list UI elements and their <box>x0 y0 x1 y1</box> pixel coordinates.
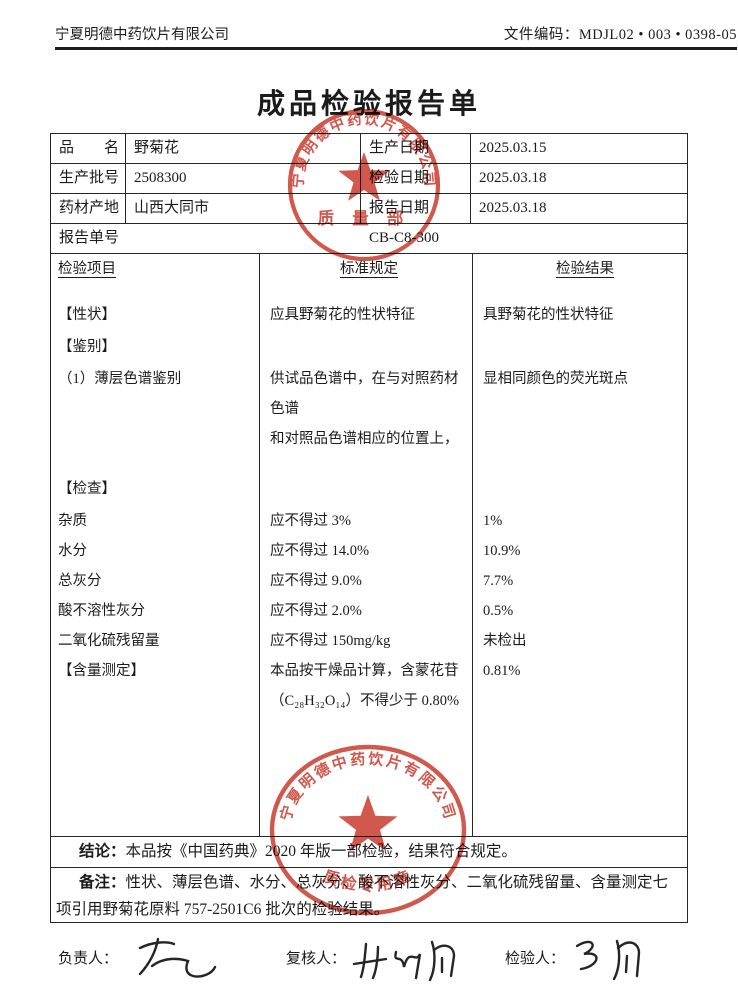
row-standard <box>260 332 473 364</box>
info-table: 品 名 野菊花 生产日期 2025.03.15 生产批号 2508300 检验日… <box>51 134 687 254</box>
row-standard <box>260 474 473 506</box>
inspection-table: 检验项目 标准规定 检验结果 【性状】 应具野菊花的性状特征 具野菊花的性状特征… <box>51 254 687 837</box>
doc-code: 文件编码：MDJL02 • 003 • 0398-05 <box>504 23 737 44</box>
spacer-cell <box>260 460 473 474</box>
remark-row: 备注：性状、薄层色谱、水分、总灰分、酸不溶性灰分、二氧化硫残留量、含量测定七项引… <box>51 868 687 922</box>
row-standard: 应不得过 14.0% <box>260 536 473 566</box>
inspection-date-label: 检验日期 <box>361 164 471 194</box>
remark-label: 备注： <box>79 874 126 891</box>
reviewer-label: 复核人： <box>286 951 347 967</box>
production-date-value: 2025.03.15 <box>471 134 687 164</box>
row-item: 杂质 <box>51 506 260 536</box>
row-item: 酸不溶性灰分 <box>51 596 260 626</box>
row-result: 0.81% <box>483 663 521 679</box>
signature-row: 负责人： 复核人： 检验人： <box>50 930 710 985</box>
row-result: 0.5% <box>483 603 514 619</box>
col-header-item: 检验项目 <box>51 254 260 300</box>
remark-text: 性状、薄层色谱、水分、总灰分、酸不溶性灰分、二氧化硫残留量、含量测定七项引用野菊… <box>56 874 669 918</box>
filler-cell <box>473 720 687 836</box>
owner-label: 负责人： <box>58 951 119 967</box>
batch-no-label: 生产批号 <box>51 164 126 194</box>
row-result: 显相同颜色的荧光斑点 <box>483 371 628 387</box>
row-item: 【性状】 <box>51 300 260 332</box>
spacer-cell <box>51 460 260 474</box>
origin-label: 药材产地 <box>51 194 126 224</box>
row-result <box>473 474 687 506</box>
row-standard: 本品按干燥品计算，含蒙花苷 （C₂₈H₃₂O₁₄）不得少于 0.80% <box>260 656 473 720</box>
report-date-label: 报告日期 <box>361 194 471 224</box>
row-item: 总灰分 <box>51 566 260 596</box>
inspector-signature <box>575 939 641 980</box>
row-standard: 应不得过 9.0% <box>260 566 473 596</box>
doc-code-label: 文件编码： <box>503 27 579 43</box>
reviewer-signature <box>352 940 456 981</box>
report-date-value: 2025.03.18 <box>471 194 687 224</box>
filler-cell <box>260 720 473 836</box>
row-result: 未检出 <box>483 633 527 649</box>
product-name-value: 野菊花 <box>126 134 361 164</box>
row-standard: 应不得过 2.0% <box>260 596 473 626</box>
row-item: 【检查】 <box>51 474 260 506</box>
row-result: 7.7% <box>483 573 514 589</box>
report-no-label: 报告单号 <box>51 224 361 254</box>
page-header: 宁夏明德中药饮片有限公司 文件编码：MDJL02 • 003 • 0398-05 <box>55 24 737 50</box>
production-date-label: 生产日期 <box>361 134 471 164</box>
conclusion-text: 本品按《中国药典》2020 年版一部检验，结果符合规定。 <box>125 843 517 860</box>
row-standard: 应具野菊花的性状特征 <box>260 300 473 332</box>
spacer-cell <box>473 460 687 474</box>
row-standard: 应不得过 150mg/kg <box>260 626 473 656</box>
origin-value: 山西大同市 <box>126 194 361 224</box>
row-standard: 供试品色谱中，在与对照药材色谱 和对照品色谱相应的位置上，应显 相同颜色的荧光斑… <box>260 364 473 460</box>
report-no-value: CB-C8-300 <box>361 224 687 254</box>
batch-no-value: 2508300 <box>126 164 361 194</box>
row-standard: 应不得过 3% <box>260 506 473 536</box>
row-item: 二氧化硫残留量 <box>51 626 260 656</box>
row-result: 10.9% <box>483 543 521 559</box>
filler-cell <box>51 720 260 836</box>
inspection-date-value: 2025.03.18 <box>471 164 687 194</box>
row-item: （1）薄层色谱鉴别 <box>51 364 260 460</box>
conclusion-label: 结论： <box>79 843 126 860</box>
product-name-label: 品 名 <box>51 134 126 164</box>
report-title: 成品检验报告单 <box>256 89 481 120</box>
row-item: 【鉴别】 <box>51 332 260 364</box>
conclusion-row: 结论：本品按《中国药典》2020 年版一部检验，结果符合规定。 <box>51 837 687 868</box>
company-name: 宁夏明德中药饮片有限公司 <box>55 27 229 43</box>
inspector-label: 检验人： <box>505 951 566 967</box>
owner-signature <box>138 937 217 978</box>
col-header-standard: 标准规定 <box>260 254 473 300</box>
row-item: 【含量测定】 <box>51 656 260 720</box>
doc-code-value: MDJL02 • 003 • 0398-05 <box>578 27 737 43</box>
row-result <box>473 332 687 364</box>
report-table: 品 名 野菊花 生产日期 2025.03.15 生产批号 2508300 检验日… <box>50 133 688 923</box>
row-item: 水分 <box>51 536 260 566</box>
row-result: 1% <box>483 513 503 529</box>
row-result: 具野菊花的性状特征 <box>483 307 614 323</box>
col-header-result: 检验结果 <box>556 261 614 277</box>
